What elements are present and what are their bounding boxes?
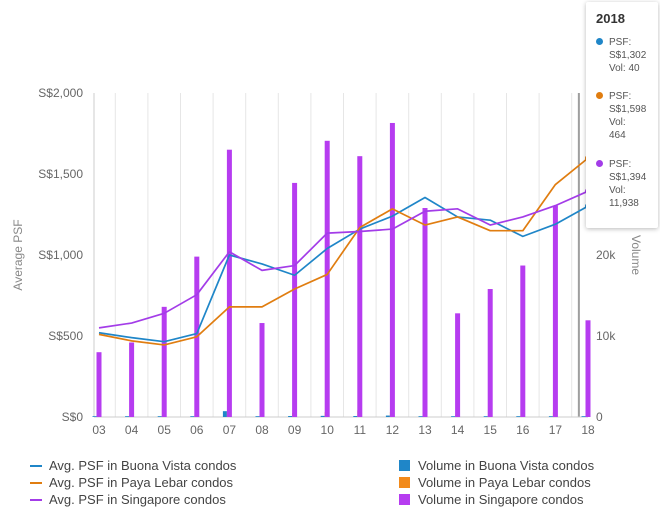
tooltip-psf-value: S$1,302 [609,50,647,61]
volume-bar [552,205,558,417]
volume-bar [161,306,167,417]
combo-chart: S$0 S$500 S$1,000 S$1,500 S$2,000 0 10k 20k 03 04… [11,86,643,437]
legend-label: Avg. PSF in Paya Lebar condos [49,475,234,490]
psf-line [98,190,589,329]
x-tick-label: 12 [386,423,400,437]
volume-bar [288,416,293,417]
volume-bar [516,416,521,417]
x-tick-label: 07 [223,423,237,437]
volume-bar [451,416,456,417]
volume-bar [259,323,265,417]
legend-square-icon [399,494,410,505]
x-tick-label: 05 [158,423,172,437]
legend-label: Volume in Buona Vista condos [418,458,595,473]
tooltip-vol-value: 464 [609,130,626,141]
tooltip-dot-icon [596,92,603,99]
volume-bar [389,122,395,417]
y-left-axis-title: Average PSF [11,219,25,290]
volume-bar [353,416,358,417]
tooltip-psf-label: PSF: [609,91,632,102]
volume-bar [487,289,493,417]
y-left-tick-label: S$1,500 [38,167,83,181]
legend-label: Volume in Singapore condos [418,492,584,507]
tooltip-vol-label: Vol: 40 [609,63,640,74]
tooltip-vol-label: Vol: [609,185,626,196]
volume-bar [129,342,135,417]
psf-line [98,196,589,343]
volume-bar [585,320,591,417]
x-tick-label: 08 [255,423,269,437]
y-right-axis-title: Volume [629,235,643,275]
legend: Avg. PSF in Buona Vista condos Avg. PSF … [0,452,660,516]
tooltip-psf-label: PSF: [609,159,632,170]
volume-bar [324,140,330,418]
legend-square-icon [399,460,410,471]
x-tick-label: 03 [92,423,106,437]
y-right-tick-label: 20k [596,248,616,262]
volume-bar [385,415,390,417]
y-left-tick-label: S$1,000 [38,248,83,262]
x-tick-label: 13 [418,423,432,437]
x-tick-label: 11 [354,423,367,437]
x-tick-label: 09 [288,423,302,437]
x-tick-label: 10 [321,423,335,437]
x-tick-label: 04 [125,423,139,437]
y-right-tick-label: 0 [596,410,603,424]
volume-bar [455,313,461,417]
x-tick-label: 15 [484,423,498,437]
hover-tooltip: 2018 PSF: S$1,302 Vol: 40 PSF: S$1,598 V… [586,2,658,228]
tooltip-vol-label: Vol: [609,117,626,128]
y-left-tick-label: S$500 [48,329,83,343]
volume-bar [226,149,232,417]
tooltip-vol-value: 11,938 [609,198,639,209]
volume-bar [190,416,195,417]
legend-square-icon [399,477,410,488]
volume-bar [581,416,586,417]
x-tick-label: 16 [516,423,530,437]
x-tick-label: 06 [190,423,204,437]
volume-bar [548,416,553,417]
legend-line-icon [30,499,42,501]
y-left-tick-label: S$2,000 [38,86,83,100]
volume-bar [96,352,102,417]
volume-bar [320,415,325,417]
legend-line-icon [30,482,42,484]
tooltip-psf-value: S$1,394 [609,172,647,183]
volume-bar [483,416,488,417]
volume-bar [157,416,162,417]
x-tick-label: 14 [451,423,465,437]
y-left-tick-label: S$0 [62,410,84,424]
volume-bar [255,416,260,417]
volume-bar [418,416,423,417]
volume-bar [422,208,428,417]
volume-bar [292,182,298,417]
tooltip-dot-icon [596,160,603,167]
psf-line [98,157,589,346]
volume-bar [222,411,227,417]
volume-bar [92,416,97,417]
tooltip-psf-label: PSF: [609,37,632,48]
tooltip-title: 2018 [596,11,625,26]
tooltip-psf-value: S$1,598 [609,104,647,115]
volume-bar [520,265,526,417]
legend-line-icon [30,465,42,467]
x-tick-label: 18 [581,423,595,437]
volume-bar [357,156,363,417]
y-right-tick-label: 10k [596,329,616,343]
volume-bar [125,416,130,417]
tooltip-dot-icon [596,38,603,45]
legend-label: Avg. PSF in Buona Vista condos [49,458,237,473]
legend-label: Volume in Paya Lebar condos [418,475,591,490]
legend-label: Avg. PSF in Singapore condos [49,492,226,507]
x-tick-label: 17 [549,423,563,437]
